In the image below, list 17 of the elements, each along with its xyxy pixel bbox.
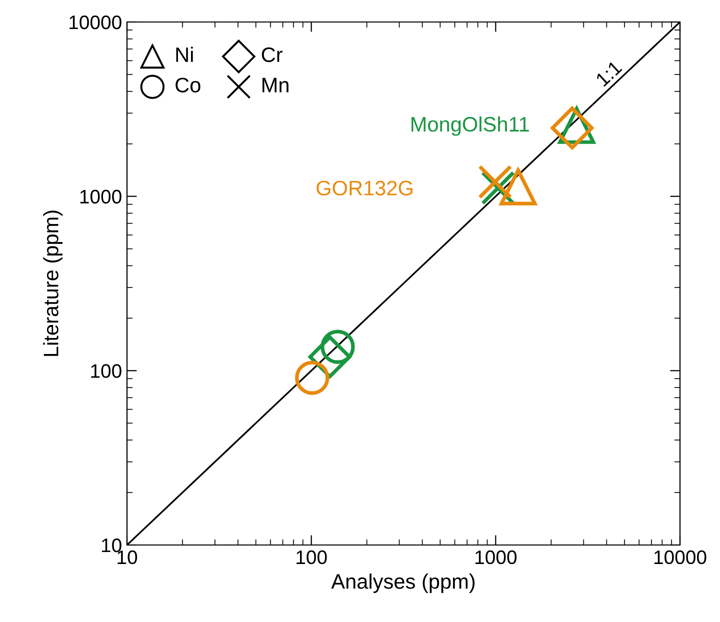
y-tick-label: 1000 bbox=[80, 190, 122, 204]
y-tick-label: 10 bbox=[102, 538, 122, 552]
series-label: MongOlSh11 bbox=[412, 116, 529, 136]
x-tick-label: 1000 bbox=[476, 550, 517, 564]
x-tick-label: 10 bbox=[118, 550, 138, 564]
text: GOR132G bbox=[316, 180, 412, 196]
x-tick-label: 100 bbox=[296, 550, 327, 564]
annotation: Cr bbox=[262, 47, 282, 62]
annotation: Co bbox=[176, 78, 200, 92]
annotation: Mn bbox=[262, 78, 288, 92]
x-tick-label: 10000 bbox=[654, 550, 706, 564]
annotation: 1:1 bbox=[595, 60, 622, 87]
x-axis-title: Analyses (ppm) bbox=[331, 574, 475, 593]
y-tick-label: 100 bbox=[91, 364, 122, 378]
y-axis-title: Literature (ppm) bbox=[43, 210, 63, 356]
y-tick-label: 10000 bbox=[70, 15, 122, 30]
annotation: Ni bbox=[176, 46, 193, 62]
